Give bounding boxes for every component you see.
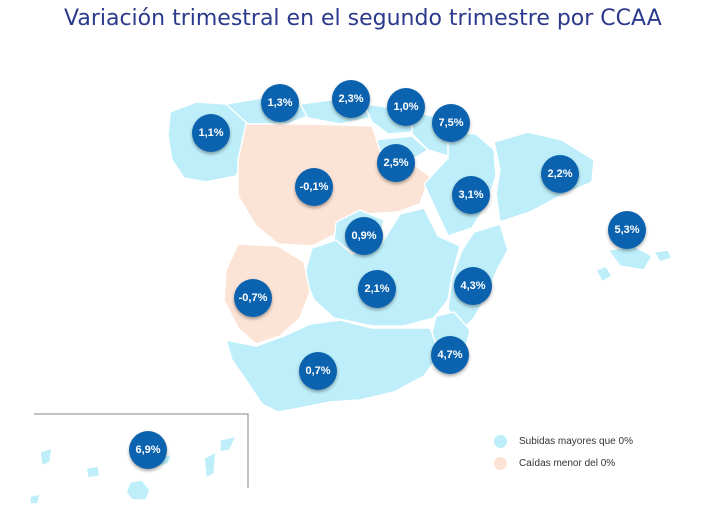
region-castilla-leon bbox=[237, 123, 431, 247]
value-bubble-cataluna: 2,2% bbox=[541, 155, 579, 193]
legend-swatch-fall bbox=[494, 456, 507, 470]
value-bubble-murcia: 4,7% bbox=[431, 336, 469, 374]
value-bubble-castilla-leon: -0,1% bbox=[295, 168, 333, 206]
value-bubble-asturias: 1,3% bbox=[261, 84, 299, 122]
value-bubble-castilla-mancha: 2,1% bbox=[358, 270, 396, 308]
map-title: Variación trimestral en el segundo trime… bbox=[64, 6, 662, 31]
legend-item-fall: Caídas menor del 0% bbox=[494, 452, 633, 474]
value-bubble-extremadura: -0,7% bbox=[234, 279, 272, 317]
value-bubble-la-rioja: 2,5% bbox=[377, 144, 415, 182]
region-canarias bbox=[39, 447, 53, 467]
value-bubble-canarias: 6,9% bbox=[129, 431, 167, 469]
region-canarias bbox=[219, 435, 237, 453]
legend-label-fall: Caídas menor del 0% bbox=[519, 457, 616, 469]
value-bubble-andalucia: 0,7% bbox=[299, 352, 337, 390]
region-canarias bbox=[29, 493, 41, 505]
region-baleares bbox=[607, 245, 653, 271]
legend: Subidas mayores que 0% Caídas menor del … bbox=[494, 430, 633, 474]
region-canarias bbox=[85, 465, 101, 479]
value-bubble-cantabria: 2,3% bbox=[332, 80, 370, 118]
value-bubble-galicia: 1,1% bbox=[192, 114, 230, 152]
region-canarias bbox=[125, 479, 151, 501]
region-baleares bbox=[595, 265, 613, 283]
legend-label-rise: Subidas mayores que 0% bbox=[519, 435, 633, 447]
region-baleares bbox=[653, 249, 673, 263]
region-canarias bbox=[203, 451, 217, 479]
value-bubble-baleares: 5,3% bbox=[608, 211, 646, 249]
value-bubble-aragon: 3,1% bbox=[452, 176, 490, 214]
value-bubble-navarra: 7,5% bbox=[432, 104, 470, 142]
legend-item-rise: Subidas mayores que 0% bbox=[494, 430, 633, 452]
value-bubble-madrid: 0,9% bbox=[345, 217, 383, 255]
value-bubble-valencia: 4,3% bbox=[454, 267, 492, 305]
value-bubble-pais-vasco: 1,0% bbox=[387, 88, 425, 126]
canarias-inset-frame bbox=[34, 413, 249, 488]
legend-swatch-rise bbox=[494, 434, 507, 448]
